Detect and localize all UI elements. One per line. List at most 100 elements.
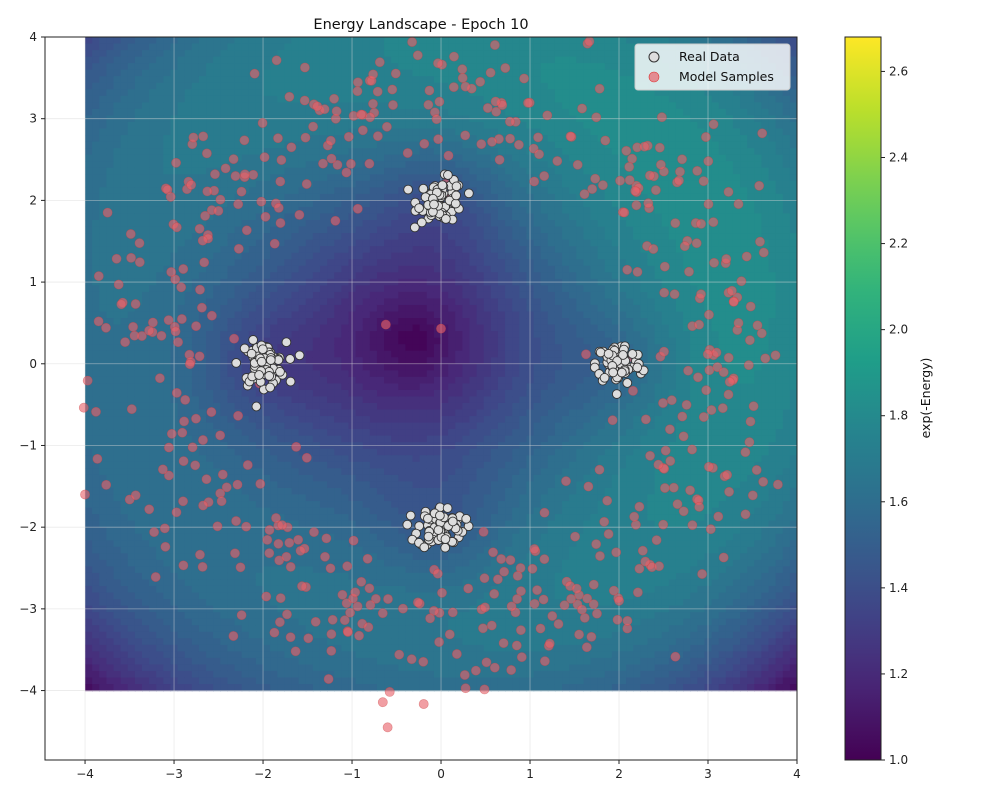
contour-cell <box>412 350 421 358</box>
contour-cell <box>206 670 214 679</box>
contour-cell <box>220 350 229 358</box>
contour-cell <box>213 324 221 332</box>
contour-cell <box>149 102 157 110</box>
contour-cell <box>120 102 129 110</box>
contour-cell <box>419 474 428 483</box>
contour-cell <box>206 507 214 515</box>
contour-cell <box>99 135 108 143</box>
contour-cell <box>198 618 207 626</box>
contour-cell <box>426 233 435 241</box>
contour-cell <box>334 200 342 208</box>
contour-cell <box>206 128 214 136</box>
contour-cell <box>412 507 421 515</box>
contour-cell <box>384 677 392 685</box>
contour-cell <box>177 154 186 162</box>
contour-cell <box>85 612 93 620</box>
contour-cell <box>120 546 129 554</box>
contour-cell <box>369 331 378 339</box>
contour-cell <box>334 527 342 535</box>
contour-cell <box>92 435 100 443</box>
contour-cell <box>99 474 108 483</box>
contour-cell <box>163 63 172 71</box>
contour-cell <box>298 416 307 424</box>
contour-cell <box>341 233 350 241</box>
contour-cell <box>298 102 307 110</box>
contour-cell <box>433 416 442 424</box>
contour-cell <box>369 657 378 666</box>
contour-cell <box>191 304 200 313</box>
contour-cell <box>391 422 399 430</box>
contour-cell <box>198 95 207 103</box>
contour-cell <box>334 121 342 130</box>
contour-cell <box>198 422 207 430</box>
contour-cell <box>426 638 435 646</box>
contour-cell <box>284 82 293 90</box>
contour-cell <box>327 540 335 548</box>
contour-cell <box>127 285 136 293</box>
contour-cell <box>227 226 236 234</box>
contour-cell <box>184 448 193 456</box>
contour-cell <box>248 448 257 456</box>
contour-cell <box>113 350 122 358</box>
contour-cell <box>384 370 392 378</box>
contour-cell <box>426 487 435 496</box>
contour-cell <box>391 233 399 241</box>
contour-cell <box>291 422 300 430</box>
contour-cell <box>134 56 143 64</box>
contour-cell <box>234 128 243 136</box>
contour-cell <box>305 670 314 679</box>
contour-cell <box>319 429 328 437</box>
contour-cell <box>412 585 421 594</box>
contour-cell <box>191 128 200 136</box>
contour-cell <box>412 193 421 201</box>
contour-cell <box>376 193 385 201</box>
contour-cell <box>127 599 136 607</box>
contour-cell <box>369 318 378 326</box>
contour-cell <box>255 612 264 620</box>
contour-cell <box>384 461 392 469</box>
contour-cell <box>85 50 93 58</box>
contour-cell <box>177 592 186 600</box>
contour-cell <box>191 389 200 398</box>
contour-cell <box>376 566 385 574</box>
contour-cell <box>227 363 236 371</box>
contour-cell <box>191 174 200 182</box>
contour-cell <box>177 141 186 149</box>
contour-cell <box>241 337 250 345</box>
contour-cell <box>206 121 214 130</box>
contour-cell <box>419 226 428 234</box>
contour-cell <box>120 514 129 522</box>
contour-cell <box>85 76 93 84</box>
contour-cell <box>291 612 300 620</box>
contour-cell <box>405 625 414 633</box>
contour-cell <box>227 259 236 267</box>
contour-cell <box>92 520 100 528</box>
contour-cell <box>134 429 143 437</box>
contour-cell <box>355 677 364 685</box>
contour-cell <box>134 677 143 685</box>
contour-cell <box>327 448 335 456</box>
contour-cell <box>127 507 136 515</box>
contour-cell <box>319 37 328 45</box>
contour-cell <box>149 69 157 77</box>
contour-cell <box>198 246 207 254</box>
contour-cell <box>149 370 157 378</box>
contour-cell <box>391 331 399 339</box>
contour-cell <box>277 644 285 652</box>
contour-cell <box>220 566 229 574</box>
contour-cell <box>255 631 264 639</box>
contour-cell <box>156 651 164 659</box>
contour-cell <box>142 389 150 398</box>
contour-cell <box>263 651 271 659</box>
contour-cell <box>312 252 321 260</box>
contour-cell <box>355 298 364 306</box>
contour-cell <box>227 89 236 97</box>
contour-cell <box>113 121 122 130</box>
contour-cell <box>134 416 143 424</box>
contour-cell <box>270 612 278 620</box>
contour-cell <box>191 95 200 103</box>
contour-cell <box>227 102 236 110</box>
contour-cell <box>163 670 172 679</box>
contour-cell <box>120 429 129 437</box>
contour-cell <box>405 422 414 430</box>
